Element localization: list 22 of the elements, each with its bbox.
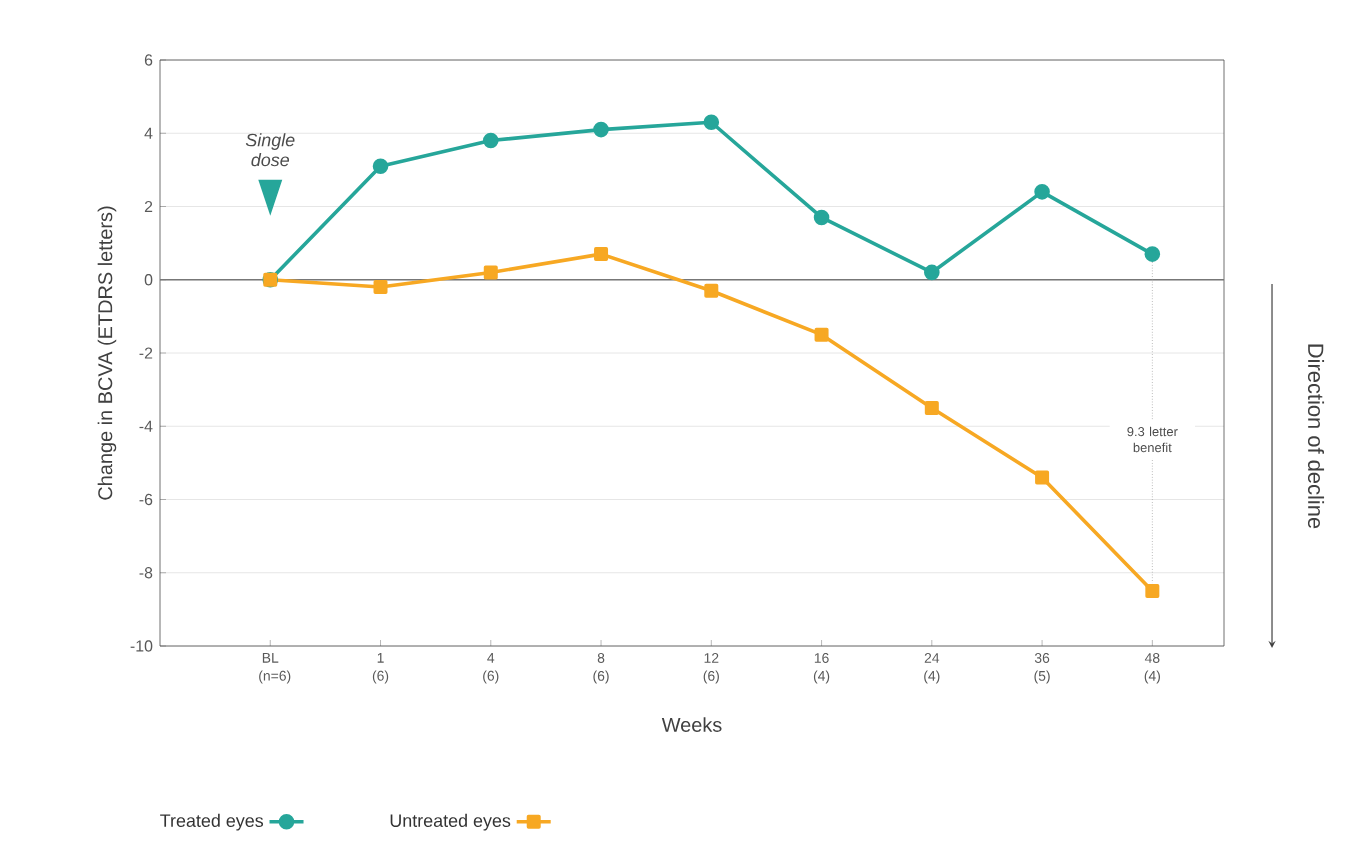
point [373,280,388,295]
text: Direction of decline [1307,344,1325,529]
point [483,265,498,280]
legend-label: Treated eyes [160,813,264,831]
point [704,283,719,298]
point [813,209,830,226]
point [372,158,389,175]
point [482,132,499,149]
point [1035,470,1050,485]
annotation: Single dose [245,133,295,167]
point [593,121,609,138]
legend-label: Untreated eyes [390,813,511,831]
point [1145,584,1160,599]
point [1034,184,1050,200]
point [924,264,940,281]
point [1144,246,1161,262]
x-axis-title: Weeks [661,717,722,732]
point [703,114,720,131]
point [924,400,939,415]
y-axis-title: Change in BCVA (ETDRS letters) [97,206,117,500]
point [594,247,609,262]
point [814,327,829,342]
